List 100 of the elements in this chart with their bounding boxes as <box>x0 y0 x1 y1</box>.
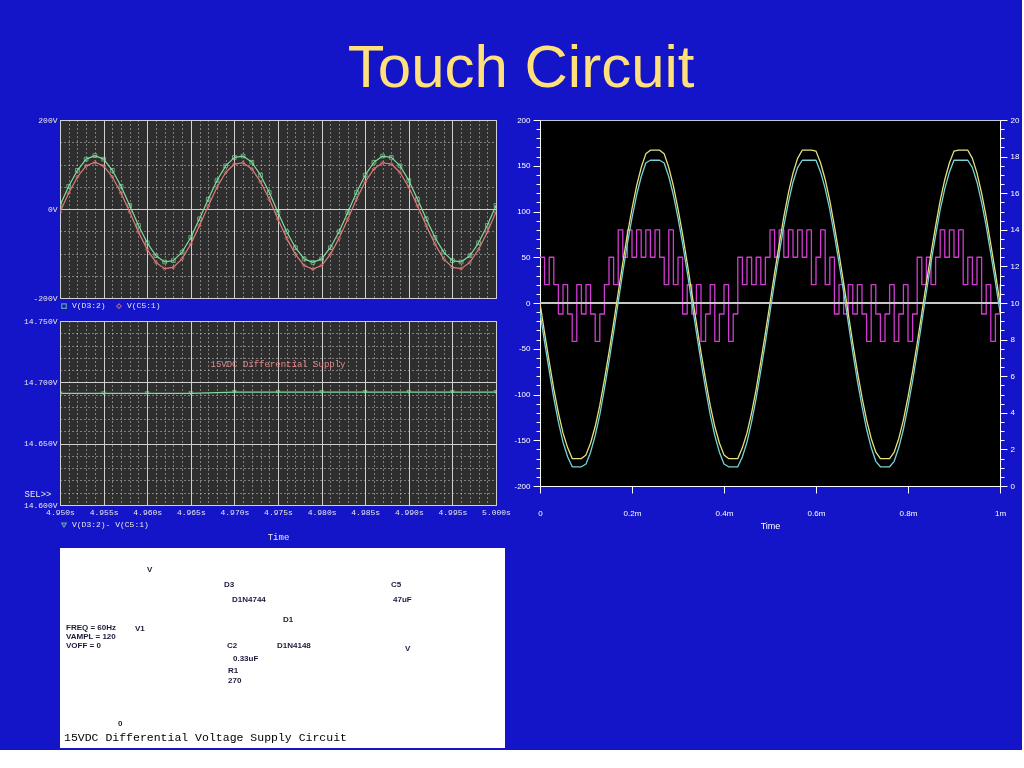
point <box>223 163 229 169</box>
point <box>362 172 368 178</box>
point <box>406 184 412 190</box>
point <box>188 235 194 240</box>
y-tick-label: 200 <box>517 115 532 125</box>
y-axis-title: SEL>> <box>24 489 52 500</box>
x-tick-label: 4.965s <box>176 507 206 517</box>
x-axis-title: Time <box>760 520 781 531</box>
x-tick-label: 0.6m <box>807 508 826 518</box>
point <box>310 260 316 265</box>
text: VAMPL = 120 <box>66 632 117 641</box>
point <box>476 247 481 252</box>
point <box>153 253 159 259</box>
text: D1N4148 <box>277 641 312 650</box>
text: R1 <box>228 666 239 675</box>
point <box>354 190 359 195</box>
y2-tick-label: 6 <box>1010 371 1016 381</box>
x-tick-label: 4.955s <box>89 507 119 517</box>
text: 15VDC Differential Voltage Supply Circuit <box>64 731 347 744</box>
point <box>179 249 185 255</box>
point <box>170 264 176 270</box>
point <box>258 179 263 185</box>
x-axis-title: Time <box>267 532 290 543</box>
y-tick-label: -200V <box>33 293 58 303</box>
text: C2 <box>227 641 238 650</box>
point <box>197 216 202 222</box>
point <box>319 263 324 268</box>
point <box>101 163 106 169</box>
point <box>441 256 447 262</box>
point <box>336 236 342 241</box>
x-tick-label: 4.970s <box>220 507 250 517</box>
point <box>249 166 255 172</box>
y-tick-label: 0V <box>47 204 58 214</box>
point <box>232 161 237 167</box>
point <box>467 260 473 265</box>
point <box>66 190 72 196</box>
x-tick-label: 4.960s <box>133 507 163 517</box>
point <box>179 256 185 262</box>
text: V <box>147 565 153 574</box>
point <box>371 166 377 172</box>
point <box>223 170 229 175</box>
y-tick-label: -50 <box>518 344 532 354</box>
point <box>423 223 429 228</box>
point <box>406 178 412 183</box>
point <box>354 196 359 202</box>
point <box>109 167 115 173</box>
point <box>450 264 455 270</box>
x-tick-label: 1m <box>994 508 1007 518</box>
point <box>458 266 464 271</box>
x-tick-label: 4.990s <box>394 507 424 517</box>
point <box>301 263 307 268</box>
point <box>336 229 342 235</box>
point <box>310 266 316 272</box>
point <box>388 155 394 160</box>
point <box>441 249 447 255</box>
point <box>127 209 133 215</box>
point <box>188 241 194 247</box>
point <box>397 170 403 175</box>
point <box>214 178 220 183</box>
y2-tick-label: 4 <box>1010 408 1016 418</box>
point <box>83 156 89 162</box>
point <box>197 223 202 228</box>
y2-tick-label: 16 <box>1010 188 1020 198</box>
point <box>92 153 98 158</box>
point <box>275 216 281 222</box>
point <box>476 240 481 246</box>
point <box>345 216 351 222</box>
point <box>144 247 150 252</box>
point <box>266 196 272 202</box>
legend-label: V(C5:1) <box>127 301 161 311</box>
point <box>388 161 394 167</box>
y-tick-label: 100 <box>517 207 532 216</box>
point <box>380 160 386 166</box>
point <box>240 160 246 166</box>
x-tick-label: 4.985s <box>351 507 381 517</box>
y-tick-label: -200 <box>514 481 532 491</box>
point <box>118 183 124 189</box>
y2-tick-label: 8 <box>1010 335 1016 345</box>
point <box>327 245 333 251</box>
point <box>327 252 333 257</box>
point <box>345 210 351 215</box>
point <box>397 163 403 169</box>
x-tick-label: 0.8m <box>899 508 918 518</box>
text: V <box>405 644 411 653</box>
y-tick-label: 14.700V <box>23 377 58 387</box>
y-tick-label: 50 <box>521 252 532 262</box>
point <box>275 210 281 215</box>
y2-tick-label: 10 <box>1010 298 1020 308</box>
point <box>423 216 429 222</box>
y-tick-label: 0 <box>526 298 532 308</box>
legend-label: V(D3:2) <box>72 301 106 311</box>
y-tick-label: 200V <box>38 115 58 125</box>
y2-tick-label: 12 <box>1010 261 1020 271</box>
x-tick-label: 4.950s <box>46 507 76 517</box>
point <box>214 184 220 190</box>
text: D3 <box>224 580 235 589</box>
point <box>66 183 72 189</box>
text: 0 <box>118 719 123 728</box>
text: FREQ = 60Hz <box>66 623 117 632</box>
point <box>162 266 168 271</box>
